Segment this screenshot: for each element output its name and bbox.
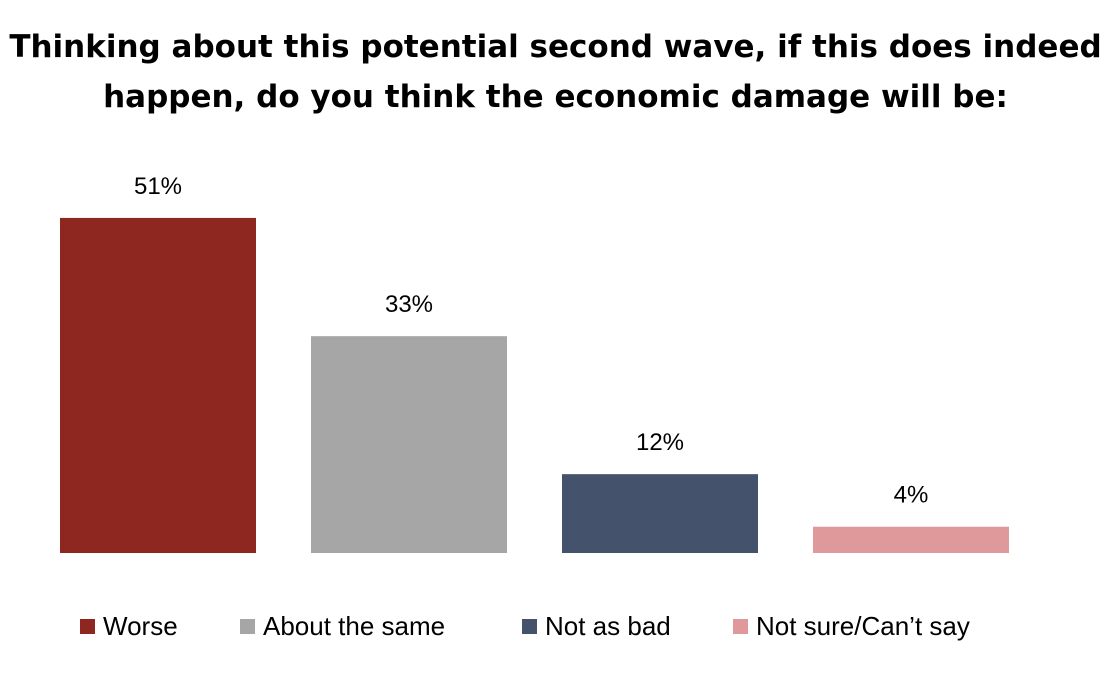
legend-label-not-as-bad: Not as bad — [545, 610, 671, 641]
legend-item-about-the-same: About the same — [240, 606, 445, 646]
chart-title: Thinking about this potential second wav… — [9, 29, 1102, 115]
legend-swatch-not-as-bad — [522, 618, 537, 634]
data-label-not-as-bad: 12% — [636, 429, 684, 456]
bars-group — [60, 217, 1009, 553]
data-label-worse: 51% — [134, 173, 182, 200]
bar-not-sure — [813, 526, 1009, 553]
bar-about-the-same — [311, 336, 507, 553]
bar-worse — [60, 217, 256, 553]
chart-plot-area: 51% 33% 12% 4% — [60, 173, 1009, 553]
data-label-about-the-same: 33% — [385, 291, 433, 318]
legend-label-about-the-same: About the same — [263, 610, 446, 641]
legend-swatch-worse — [80, 618, 95, 634]
legend-label-not-sure: Not sure/Can’t say — [756, 610, 970, 641]
legend-label-worse: Worse — [103, 610, 178, 641]
legend-item-worse: Worse — [80, 606, 178, 646]
legend-item-not-as-bad: Not as bad — [522, 606, 671, 646]
legend: Worse About the same Not as bad Not sure/Ca… — [0, 606, 1111, 646]
legend-swatch-about-the-same — [240, 618, 255, 634]
data-labels-group: 51% 33% 12% 4% — [134, 173, 928, 509]
bar-not-as-bad — [562, 474, 758, 553]
legend-item-not-sure: Not sure/Can’t say — [733, 606, 970, 646]
legend-swatch-not-sure — [733, 618, 748, 634]
data-label-not-sure: 4% — [894, 482, 929, 509]
